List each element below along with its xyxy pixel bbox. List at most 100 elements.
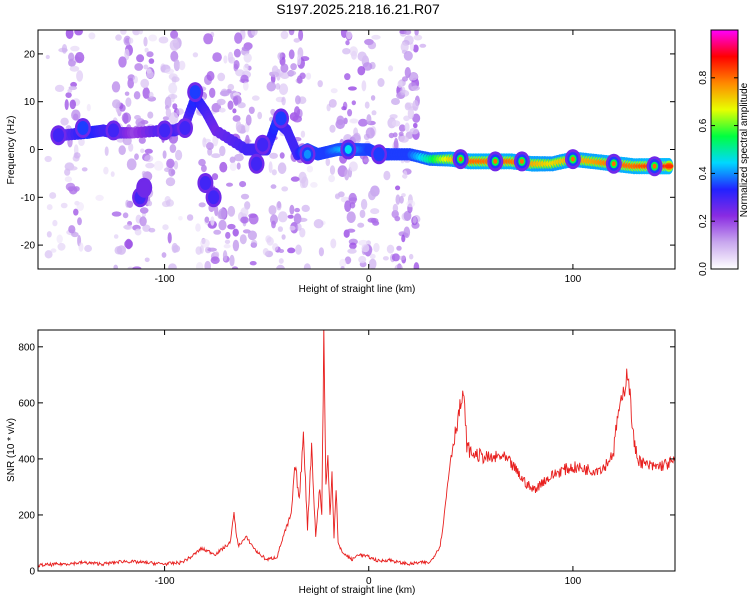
noise-speckle [204,216,210,223]
noise-speckle [297,54,302,66]
noise-speckle [111,81,121,93]
noise-speckle [391,98,400,105]
noise-speckle [403,210,412,221]
noise-speckle [103,166,109,175]
noise-speckle [46,231,52,238]
chart-title: S197.2025.218.16.21.R07 [276,1,440,17]
noise-speckle [277,201,282,209]
noise-speckle [297,217,308,222]
noise-speckle [349,242,357,250]
snr-y-axis-title: SNR (10 * v/v) [6,418,17,482]
x-tick-label: -100 [155,274,175,285]
noise-speckle [301,204,310,212]
noise-speckle [245,114,252,126]
noise-speckle [271,169,277,176]
noise-speckle [348,161,358,172]
noise-speckle [132,75,138,84]
noise-speckle [226,182,233,187]
noise-speckle [300,56,310,62]
noise-speckle [138,136,146,144]
noise-speckle [128,37,134,44]
noise-speckle [115,34,122,41]
spectral-blob [344,145,352,154]
noise-speckle [227,223,236,230]
noise-speckle [394,264,404,269]
noise-speckle [234,32,243,44]
noise-speckle [399,195,404,204]
noise-speckle [361,244,370,253]
noise-speckle [361,80,367,92]
noise-speckle [65,30,74,39]
noise-speckle [334,193,341,200]
noise-speckle [223,55,228,64]
noise-speckle [145,162,155,169]
noise-speckle [363,158,370,163]
noise-speckle [217,72,226,82]
noise-speckle [68,225,76,234]
noise-speckle [140,78,150,89]
noise-speckle [113,264,118,269]
noise-speckle [298,30,304,41]
noise-speckle [233,59,240,70]
noise-speckle [409,253,414,260]
noise-speckle [166,158,175,169]
noise-speckle [77,217,82,226]
noise-speckle [373,242,380,253]
noise-speckle [328,99,337,108]
noise-speckle [277,226,283,232]
colorbar-gradient [711,30,738,269]
noise-speckle [169,39,180,51]
noise-speckle [339,258,347,268]
noise-speckle [229,162,237,171]
noise-speckle [176,108,184,115]
noise-speckle [403,50,413,61]
noise-speckle [134,63,144,71]
noise-speckle [78,242,84,252]
noise-speckle [234,153,244,162]
noise-speckle [46,204,53,211]
noise-speckle [300,130,306,138]
noise-speckle [236,162,241,170]
noise-speckle [413,34,423,41]
noise-speckle [211,102,222,113]
spectral-blob [138,180,150,195]
noise-speckle [296,75,303,84]
noise-speckle [402,170,408,180]
noise-speckle [329,124,336,133]
noise-speckle [290,176,300,182]
noise-speckle [249,261,257,266]
noise-speckle [287,70,297,76]
noise-speckle [295,95,301,105]
noise-speckle [209,87,216,98]
noise-speckle [68,166,78,171]
y-tick-label: 0 [29,145,35,156]
colorbar-tick-label: 0.2 [698,214,709,228]
noise-speckle [232,108,237,114]
noise-speckle [170,93,175,103]
noise-speckle [278,83,289,95]
noise-speckle [241,46,251,52]
noise-speckle [148,34,158,42]
noise-speckle [212,52,222,62]
noise-speckle [139,216,147,227]
noise-speckle [347,248,357,254]
x-tick-label: 0 [366,274,372,285]
noise-speckle [64,99,69,111]
noise-speckle [120,30,127,35]
noise-speckle [346,228,356,233]
noise-speckle [141,170,146,177]
noise-speckle [118,56,127,68]
noise-speckle [357,222,365,228]
y-tick-label: 10 [24,97,36,108]
noise-speckle [195,246,202,255]
noise-speckle [310,182,318,188]
noise-speckle [52,219,58,227]
noise-speckle [162,224,169,231]
noise-speckle [143,36,148,47]
noise-speckle [245,134,250,146]
noise-speckle [371,110,377,116]
noise-speckle [200,238,210,248]
noise-speckle [44,250,53,259]
noise-speckle [168,82,178,94]
noise-speckle [123,113,129,125]
